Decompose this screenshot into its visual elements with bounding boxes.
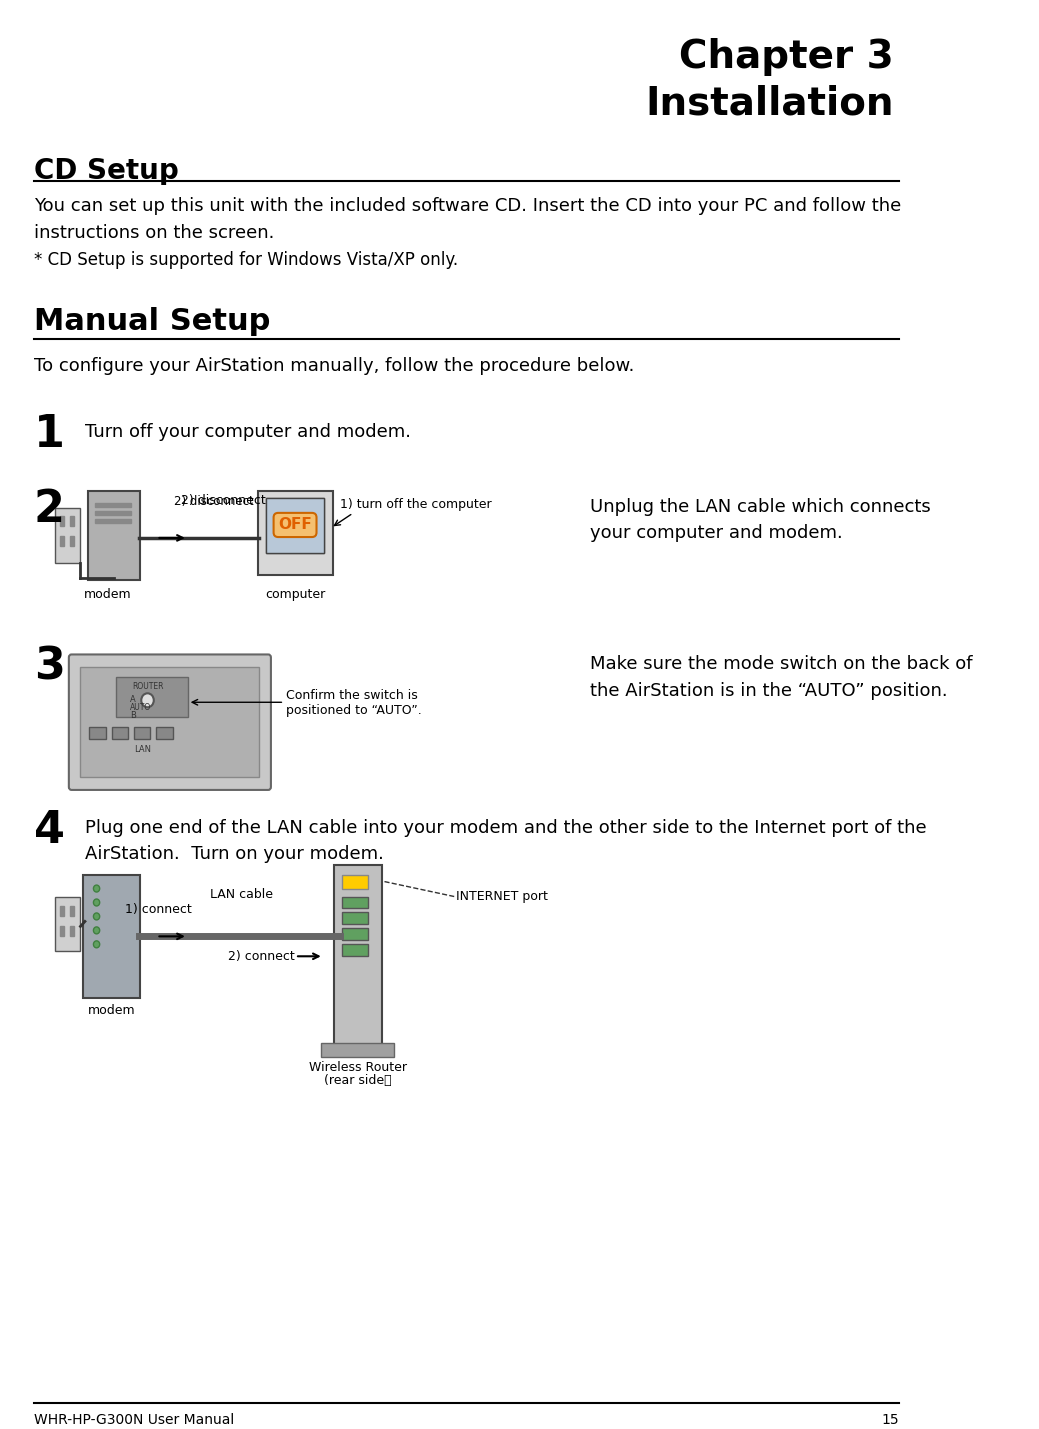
FancyBboxPatch shape <box>69 654 271 790</box>
Text: 2) disconnect: 2) disconnect <box>175 494 255 509</box>
Bar <box>95 503 131 507</box>
Text: Chapter 3: Chapter 3 <box>680 37 895 76</box>
Text: Plug one end of the LAN cable into your modem and the other side to the Internet: Plug one end of the LAN cable into your … <box>85 819 927 863</box>
FancyBboxPatch shape <box>258 492 332 574</box>
FancyBboxPatch shape <box>55 509 80 563</box>
Text: modem: modem <box>83 587 131 600</box>
Circle shape <box>94 913 100 920</box>
Text: A: A <box>130 696 135 704</box>
Bar <box>60 536 64 546</box>
Circle shape <box>94 940 100 947</box>
Text: You can set up this unit with the included software CD. Insert the CD into your : You can set up this unit with the includ… <box>34 197 901 242</box>
Circle shape <box>94 927 100 935</box>
Circle shape <box>94 899 100 906</box>
Text: To configure your AirStation manually, follow the procedure below.: To configure your AirStation manually, f… <box>34 357 635 374</box>
Text: 2: 2 <box>34 489 65 532</box>
Bar <box>266 499 324 553</box>
FancyBboxPatch shape <box>83 875 140 997</box>
Text: 1) connect: 1) connect <box>125 903 192 916</box>
Text: 2) disconnect: 2) disconnect <box>181 494 266 507</box>
Text: 3: 3 <box>34 646 64 689</box>
Bar <box>157 727 172 739</box>
Text: B: B <box>130 712 135 720</box>
Bar <box>342 929 369 940</box>
Text: (rear side）: (rear side） <box>324 1073 392 1087</box>
Text: LAN: LAN <box>135 745 152 755</box>
Bar <box>70 516 74 526</box>
Text: ROUTER: ROUTER <box>132 683 164 692</box>
Bar <box>342 896 369 909</box>
Circle shape <box>94 885 100 892</box>
Bar <box>342 913 369 925</box>
FancyBboxPatch shape <box>321 1043 394 1057</box>
Bar <box>116 677 188 717</box>
Text: Make sure the mode switch on the back of
the AirStation is in the “AUTO” positio: Make sure the mode switch on the back of… <box>590 656 973 700</box>
Text: modem: modem <box>88 1005 135 1017</box>
Circle shape <box>141 693 154 707</box>
Text: 15: 15 <box>881 1412 899 1426</box>
Text: Installation: Installation <box>645 84 895 123</box>
Text: Confirm the switch is
positioned to “AUTO”.: Confirm the switch is positioned to “AUT… <box>286 689 422 717</box>
Text: INTERNET port: INTERNET port <box>456 890 548 903</box>
FancyBboxPatch shape <box>55 896 80 952</box>
Bar <box>266 499 324 553</box>
Bar <box>60 516 64 526</box>
Bar <box>112 727 128 739</box>
Text: CD Setup: CD Setup <box>34 157 179 186</box>
Text: OFF: OFF <box>278 517 312 533</box>
Bar <box>70 906 74 916</box>
Bar <box>95 512 131 514</box>
FancyBboxPatch shape <box>87 492 140 580</box>
Text: 1: 1 <box>34 413 65 456</box>
Bar <box>80 667 260 777</box>
Text: Manual Setup: Manual Setup <box>34 307 270 336</box>
Text: computer: computer <box>265 587 325 600</box>
Text: 4: 4 <box>34 809 65 852</box>
FancyBboxPatch shape <box>334 865 381 1047</box>
Bar <box>60 906 64 916</box>
Bar <box>89 727 106 739</box>
Text: LAN cable: LAN cable <box>210 889 273 902</box>
Text: * CD Setup is supported for Windows Vista/XP only.: * CD Setup is supported for Windows Vist… <box>34 252 458 269</box>
Bar <box>134 727 151 739</box>
Text: Wireless Router: Wireless Router <box>309 1060 406 1073</box>
Bar <box>70 926 74 936</box>
Text: Turn off your computer and modem.: Turn off your computer and modem. <box>85 423 411 442</box>
Bar <box>342 945 369 956</box>
Bar <box>60 926 64 936</box>
Text: Unplug the LAN cable which connects
your computer and modem.: Unplug the LAN cable which connects your… <box>590 499 931 543</box>
Bar <box>342 875 369 889</box>
Text: 1) turn off the computer: 1) turn off the computer <box>340 499 491 512</box>
Text: 2) connect: 2) connect <box>228 950 295 963</box>
Text: AUTO: AUTO <box>130 703 151 712</box>
Bar <box>95 519 131 523</box>
Text: WHR-HP-G300N User Manual: WHR-HP-G300N User Manual <box>34 1412 234 1426</box>
Bar <box>70 536 74 546</box>
